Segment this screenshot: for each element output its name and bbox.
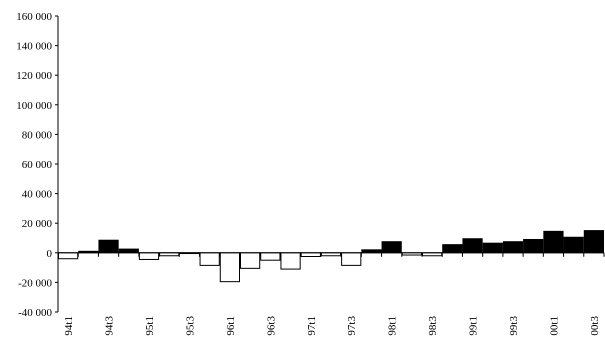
y-tick-label: 120 000: [16, 70, 52, 82]
y-tick-label: 20 000: [22, 218, 53, 230]
bar-96t3: [260, 252, 281, 261]
x-tick-label: 00t3: [589, 316, 601, 336]
x-tick-label: 99t3: [508, 316, 520, 336]
bar-98t1: [381, 241, 402, 254]
y-tick-label: 100 000: [16, 100, 52, 112]
x-tick-label: 94t1: [63, 316, 75, 336]
bar-00t3: [583, 230, 604, 254]
bar-98t4: [442, 244, 463, 254]
x-tick-label: 97t3: [346, 316, 358, 336]
bar-99t2: [482, 242, 503, 254]
x-tick-label: 94t3: [104, 316, 116, 336]
bar-00t2: [563, 236, 584, 254]
y-tick-label: 0: [47, 248, 53, 260]
bar-97t1: [300, 252, 321, 258]
x-tick-label: 96t3: [265, 316, 277, 336]
y-tick-label: -40 000: [18, 307, 52, 319]
x-tick-label: 95t3: [184, 316, 196, 336]
y-tick-label: 60 000: [22, 159, 53, 171]
bars: [58, 230, 604, 283]
x-axis: 94t1 94t3 95t1 95t3 96t1 96t3 97t1 97t3 98t1 98t3…: [57, 252, 605, 336]
y-tick-label: 140 000: [16, 41, 52, 53]
bar-99t3: [502, 241, 524, 254]
bar-99t4: [523, 238, 544, 254]
y-axis: -40 000 -20 000 0 20 000 40 000 60 000 80 000 1…: [16, 11, 59, 319]
x-tick-label: 95t1: [144, 316, 156, 336]
bar-94t4: [118, 248, 139, 254]
x-tick-label: 96t1: [225, 316, 237, 336]
bar-95t1: [138, 252, 160, 260]
x-tick-label: 98t1: [387, 316, 399, 336]
x-tick-label: 99t1: [468, 316, 480, 336]
x-tick-label: 97t1: [306, 316, 318, 336]
y-tick-label: 80 000: [22, 129, 53, 141]
y-tick-label: -20 000: [18, 277, 52, 289]
bar-97t3: [341, 252, 362, 266]
bar-94t3: [98, 239, 119, 254]
x-tick-label: 98t3: [427, 316, 439, 336]
y-tick-label: 160 000: [16, 11, 52, 23]
bar-00t1: [543, 230, 564, 254]
bar-95t4: [199, 252, 220, 266]
bar-96t4: [280, 252, 301, 270]
bar-96t1: [219, 252, 240, 283]
bar-94t1: [58, 252, 79, 260]
bar-99t1: [462, 238, 483, 254]
x-tick-label: 00t1: [548, 316, 560, 336]
bar-96t2: [240, 252, 261, 269]
y-tick-label: 40 000: [22, 189, 53, 201]
